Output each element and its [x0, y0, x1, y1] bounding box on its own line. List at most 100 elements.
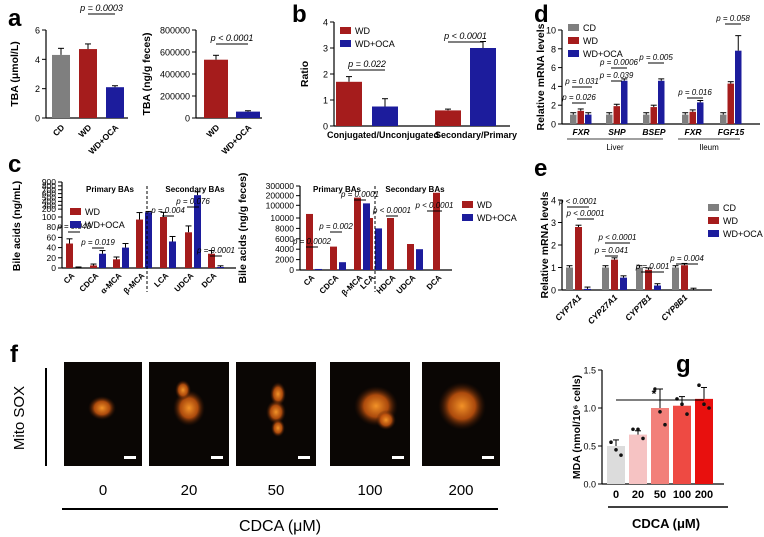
- bar: [673, 405, 691, 484]
- panel-label-b: b: [292, 1, 307, 28]
- x-tick-label: FXR: [685, 127, 703, 137]
- dose-label: 200: [448, 482, 473, 499]
- bar: [697, 102, 704, 124]
- y-axis-title: TBA (ng/g feces): [141, 32, 153, 115]
- y-tick-label: 1.5: [583, 366, 596, 376]
- y-tick-label: 10000: [270, 213, 294, 223]
- x-tick-label: 0: [613, 489, 619, 501]
- data-point: [702, 402, 706, 407]
- y-tick-label: 400: [42, 196, 56, 206]
- data-point: [636, 427, 640, 432]
- data-point: [658, 410, 662, 414]
- x-tick-label: WD: [204, 122, 221, 139]
- p-value-label: p < 0.0001: [443, 31, 487, 41]
- panel-label-d: d: [534, 1, 549, 28]
- legend-swatch: [462, 214, 473, 221]
- bar: [602, 267, 609, 290]
- legend-label: WD+OCA: [477, 213, 517, 223]
- legend-swatch: [568, 24, 579, 31]
- y-tick-label: 0: [185, 114, 190, 124]
- bar: [613, 106, 620, 124]
- p-value-label: p = 0.026: [561, 93, 596, 102]
- y-tick-label: 2000: [275, 255, 294, 265]
- bar: [629, 434, 647, 484]
- bar: [160, 217, 167, 268]
- y-tick-label: 1: [551, 263, 556, 273]
- p-value-label: p = 0.004: [669, 254, 704, 263]
- y-tick-label: 8000: [275, 223, 294, 233]
- y-axis-title: Bile acids (ng/g feces): [237, 173, 249, 284]
- bar: [607, 446, 625, 484]
- legend-swatch: [340, 40, 351, 47]
- y-tick-label: 100000: [266, 200, 295, 210]
- scale-bar: [482, 456, 494, 459]
- x-tick-label: SHP: [608, 127, 626, 137]
- y-axis-title: Relative mRNA levels: [539, 191, 551, 298]
- p-value-label: p = 0.039: [599, 71, 634, 80]
- p-value-label: p = 0.0003: [79, 3, 123, 13]
- p-value-label: p = 0.058: [715, 14, 750, 23]
- data-point: [707, 406, 711, 410]
- bar: [375, 228, 382, 270]
- bar: [636, 267, 643, 290]
- data-point: [619, 453, 623, 457]
- panel-label-g: g: [676, 351, 691, 378]
- fluorescent-cell: [271, 419, 285, 437]
- p-value-label: p = 0.005: [638, 53, 673, 62]
- legend-swatch: [70, 208, 81, 215]
- data-point: [609, 440, 613, 445]
- fluorescent-cell: [88, 396, 116, 420]
- y-tick-label: 500: [42, 193, 56, 203]
- p-value-label: p = 0.041: [594, 246, 629, 255]
- x-tick-label: WD: [76, 122, 93, 139]
- p-value-label: p = 0.001: [635, 262, 670, 271]
- x-tick-label: WD+OCA: [219, 122, 253, 156]
- bar: [689, 111, 696, 124]
- p-value-label: p < 0.0001: [414, 201, 453, 210]
- x-tick-label: CDCA: [78, 271, 101, 294]
- p-value-label: p = 0.0002: [292, 237, 332, 246]
- bar: [66, 243, 73, 268]
- y-axis-title: TBA (μmol/L): [9, 41, 21, 107]
- y-tick-label: 4: [551, 82, 556, 92]
- p-value-label: p < 0.0001: [210, 33, 254, 43]
- microscopy-tiles: 0 20 50 100 200: [64, 362, 500, 499]
- bar: [194, 195, 201, 268]
- y-axis-title: Ratio: [299, 61, 311, 87]
- x-tick-label: CYP7A1: [553, 292, 584, 323]
- bar: [330, 246, 337, 270]
- y-tick-label: 200000: [160, 92, 190, 102]
- y-tick-label: 0: [551, 120, 556, 130]
- legend-swatch: [462, 201, 473, 208]
- bar: [90, 265, 97, 268]
- tissue-label: Ileum: [699, 143, 719, 152]
- dose-label: 0: [99, 482, 107, 499]
- fluorescent-cell: [376, 410, 396, 430]
- x-tick-label: LCA: [358, 273, 376, 291]
- x-tick-label: CD: [51, 122, 67, 138]
- p-value-label: p = 0.0006: [599, 58, 639, 67]
- p-value-label: p = 0.016: [677, 88, 712, 97]
- legend-swatch: [708, 230, 719, 237]
- y-tick-label: 80: [47, 222, 57, 232]
- y-tick-label: 200: [42, 204, 56, 214]
- bar: [407, 244, 414, 270]
- y-tick-label: 300: [42, 200, 56, 210]
- x-tick-label: 50: [654, 489, 666, 501]
- legend-label: CD: [583, 23, 596, 33]
- y-tick-label: 600000: [160, 48, 190, 58]
- x-tick-label: CA: [302, 273, 317, 288]
- cdca-dose-label: CDCA (μM): [239, 518, 321, 535]
- x-tick-label: WD+OCA: [86, 122, 120, 156]
- legend-label: WD: [477, 200, 492, 210]
- p-value-label: p = 0.022: [347, 59, 386, 69]
- y-tick-label: 60: [47, 232, 57, 242]
- x-tick-label: 200: [695, 489, 713, 501]
- bar: [720, 114, 727, 124]
- bar: [645, 269, 652, 290]
- p-value-label: p = 0.076: [175, 197, 210, 206]
